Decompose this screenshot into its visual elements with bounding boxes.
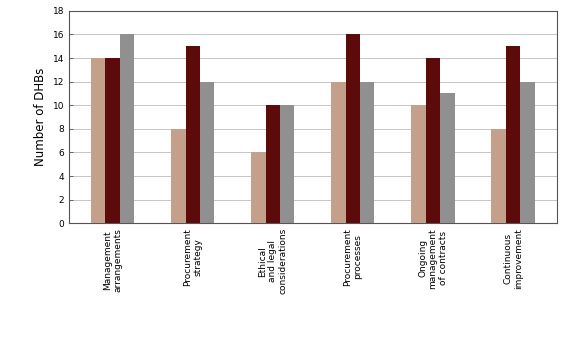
Bar xyxy=(200,82,214,223)
Bar xyxy=(426,58,440,223)
Bar xyxy=(91,58,106,223)
Bar xyxy=(346,35,360,223)
Bar xyxy=(106,58,120,223)
Bar xyxy=(331,82,346,223)
Bar xyxy=(266,105,280,223)
Bar xyxy=(491,129,506,223)
Bar xyxy=(185,46,200,223)
Y-axis label: Number of DHBs: Number of DHBs xyxy=(34,68,47,166)
Bar xyxy=(171,129,185,223)
Bar xyxy=(120,35,134,223)
Bar xyxy=(506,46,520,223)
Bar xyxy=(251,152,266,223)
Bar xyxy=(440,93,455,223)
Bar xyxy=(280,105,294,223)
Bar xyxy=(520,82,534,223)
Bar xyxy=(360,82,374,223)
Bar xyxy=(412,105,426,223)
